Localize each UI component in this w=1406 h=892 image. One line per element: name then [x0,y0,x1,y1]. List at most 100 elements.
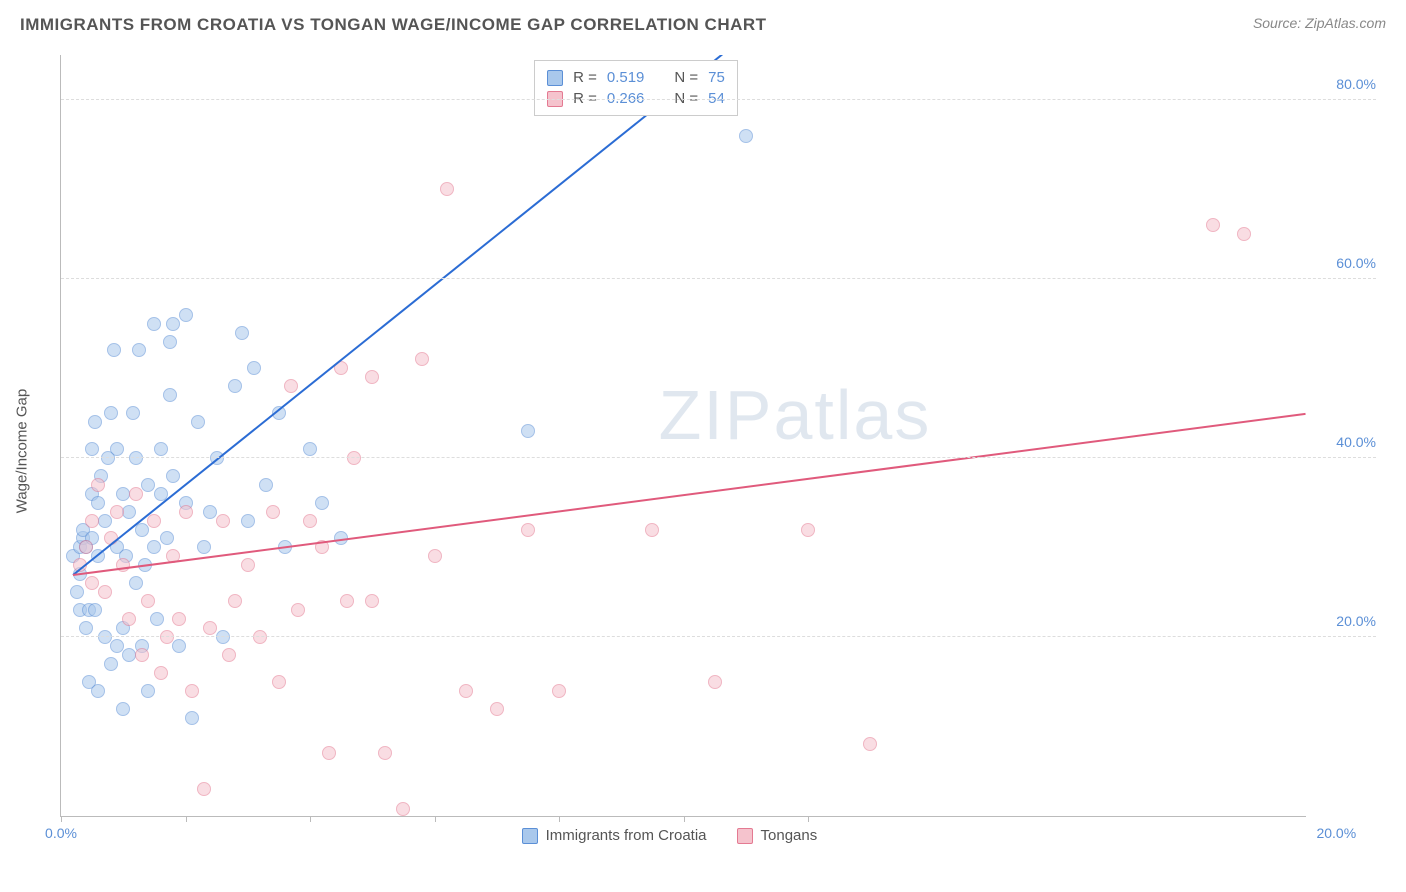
scatter-point [216,514,230,528]
scatter-point [415,352,429,366]
scatter-point [163,388,177,402]
x-tick [186,816,187,822]
scatter-point [147,514,161,528]
scatter-point [141,478,155,492]
scatter-point [107,343,121,357]
scatter-point [126,406,140,420]
scatter-point [88,415,102,429]
y-tick-label: 80.0% [1316,76,1376,92]
scatter-point [1206,218,1220,232]
correlation-stats-box: R =0.519N =75R =0.266N =54 [534,60,738,116]
scatter-point [110,505,124,519]
scatter-point [135,648,149,662]
scatter-point [70,585,84,599]
scatter-point [521,424,535,438]
scatter-point [216,630,230,644]
scatter-point [197,540,211,554]
gridline [61,99,1376,100]
scatter-point [191,415,205,429]
scatter-point [521,523,535,537]
scatter-point [179,505,193,519]
scatter-point [166,317,180,331]
scatter-point [365,594,379,608]
scatter-point [166,469,180,483]
scatter-point [110,442,124,456]
scatter-point [129,451,143,465]
scatter-point [85,514,99,528]
legend-label: Tongans [761,827,818,844]
gridline [61,278,1376,279]
scatter-point [154,442,168,456]
scatter-point [863,737,877,751]
legend-swatch [522,828,538,844]
scatter-point [98,585,112,599]
scatter-point [645,523,659,537]
x-tick-label: 0.0% [45,825,77,841]
scatter-point [241,514,255,528]
y-tick-label: 40.0% [1316,434,1376,450]
trend-line [73,413,1306,576]
scatter-point [141,684,155,698]
legend: Immigrants from Croatia Tongans [522,827,818,844]
scatter-point [91,496,105,510]
scatter-point [116,558,130,572]
y-axis-label: Wage/Income Gap [14,389,31,514]
scatter-point [340,594,354,608]
scatter-point [396,802,410,816]
legend-item: Immigrants from Croatia [522,827,707,844]
scatter-point [85,442,99,456]
scatter-point [315,496,329,510]
scatter-point [98,630,112,644]
scatter-point [259,478,273,492]
scatter-point [272,675,286,689]
scatter-point [739,129,753,143]
scatter-point [150,612,164,626]
scatter-point [91,478,105,492]
scatter-point [241,558,255,572]
scatter-point [79,540,93,554]
x-tick-label: 20.0% [1316,825,1356,841]
stats-row: R =0.519N =75 [547,67,725,88]
scatter-point [147,540,161,554]
x-tick [310,816,311,822]
source-attribution: Source: ZipAtlas.com [1253,15,1386,31]
scatter-point [222,648,236,662]
legend-swatch [737,828,753,844]
scatter-point [303,442,317,456]
scatter-point [490,702,504,716]
scatter-point [104,657,118,671]
x-tick [684,816,685,822]
scatter-point [266,505,280,519]
scatter-point [322,746,336,760]
y-tick-label: 60.0% [1316,255,1376,271]
scatter-point [172,639,186,653]
scatter-point [104,406,118,420]
gridline [61,457,1376,458]
legend-label: Immigrants from Croatia [546,827,707,844]
x-tick [559,816,560,822]
scatter-point [253,630,267,644]
scatter-point [235,326,249,340]
scatter-point [154,666,168,680]
scatter-point [185,711,199,725]
scatter-point [122,505,136,519]
scatter-point [284,379,298,393]
stat-n-value: 75 [708,69,725,86]
stat-n-label: N = [674,69,698,86]
gridline [61,636,1376,637]
scatter-point [347,451,361,465]
scatter-point [303,514,317,528]
x-tick [61,816,62,822]
scatter-point [163,335,177,349]
scatter-point [708,675,722,689]
scatter-point [1237,227,1251,241]
scatter-point [459,684,473,698]
plot-region: ZIPatlas R =0.519N =75R =0.266N =54 Immi… [60,55,1306,817]
scatter-point [122,612,136,626]
scatter-point [160,630,174,644]
y-tick-label: 20.0% [1316,613,1376,629]
scatter-point [160,531,174,545]
scatter-point [552,684,566,698]
scatter-point [116,702,130,716]
x-tick [435,816,436,822]
